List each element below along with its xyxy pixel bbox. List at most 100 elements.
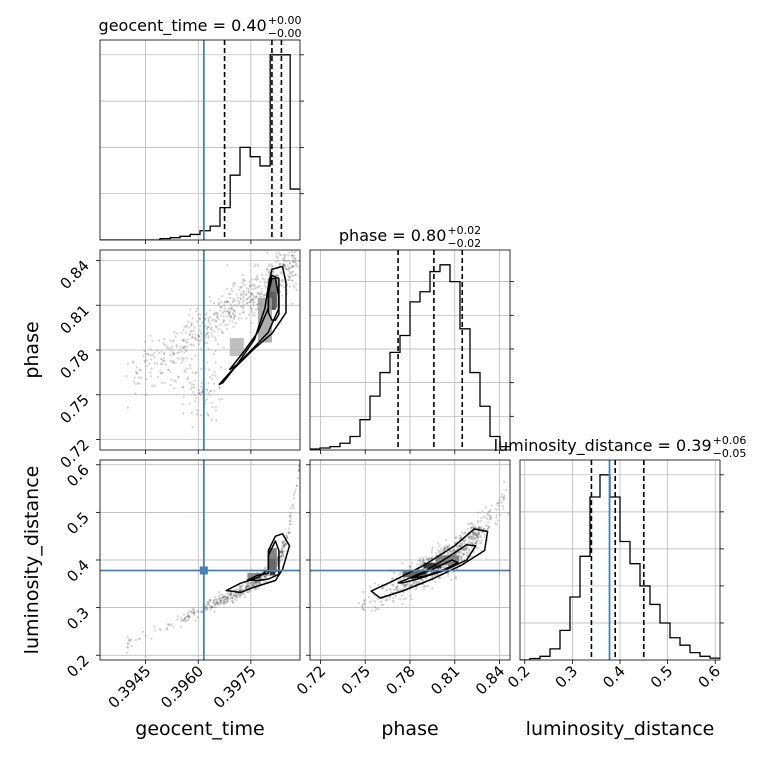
- sample-point: [212, 606, 215, 609]
- sample-point: [377, 608, 380, 611]
- sample-point: [149, 348, 152, 351]
- sample-point: [191, 317, 194, 320]
- sample-point: [210, 418, 213, 422]
- sample-point: [171, 361, 175, 364]
- sample-point: [183, 617, 186, 620]
- y-tick-label: 0.3: [63, 604, 93, 634]
- sample-point: [239, 312, 242, 315]
- sample-point: [223, 307, 227, 310]
- sample-point: [228, 319, 231, 322]
- sample-point: [249, 584, 252, 587]
- sample-point: [362, 609, 365, 612]
- sample-point: [474, 542, 478, 545]
- sample-point: [208, 394, 211, 397]
- sample-point: [223, 595, 226, 598]
- sample-point: [283, 540, 286, 543]
- sample-point: [287, 241, 289, 243]
- sample-point: [183, 345, 186, 348]
- sample-point: [478, 542, 482, 545]
- sample-point: [256, 587, 259, 590]
- sample-point: [409, 585, 412, 588]
- sample-point: [248, 284, 251, 287]
- sample-point: [170, 623, 173, 626]
- sample-point: [173, 387, 176, 390]
- sample-point: [216, 603, 219, 606]
- sample-point: [226, 592, 229, 595]
- sample-point: [250, 310, 253, 314]
- sample-point: [161, 381, 164, 384]
- sample-point: [437, 549, 440, 552]
- sample-point: [276, 256, 279, 259]
- sample-point: [188, 615, 191, 618]
- sample-point: [252, 295, 256, 298]
- sample-point: [181, 385, 184, 388]
- sample-point: [228, 593, 231, 596]
- sample-point: [144, 352, 148, 355]
- sample-point: [224, 323, 227, 327]
- sample-point: [464, 531, 467, 534]
- sample-point: [207, 331, 210, 334]
- sample-point: [235, 599, 238, 602]
- sample-point: [230, 599, 233, 603]
- sample-point: [241, 588, 244, 591]
- sample-point: [480, 549, 483, 552]
- sample-point: [504, 489, 508, 492]
- sample-point: [214, 405, 218, 408]
- sample-point: [137, 376, 141, 379]
- sample-point: [195, 413, 198, 416]
- sample-point: [475, 534, 479, 537]
- sample-point: [235, 595, 239, 598]
- sample-point: [242, 292, 245, 295]
- sample-point: [484, 506, 487, 509]
- sample-point: [191, 371, 194, 374]
- sample-point: [391, 577, 394, 580]
- sample-point: [286, 536, 289, 539]
- sample-point: [193, 614, 196, 617]
- sample-point: [181, 403, 184, 406]
- sample-point: [220, 599, 223, 603]
- sample-point: [255, 295, 258, 298]
- sample-point: [239, 588, 242, 591]
- sample-point: [251, 278, 254, 281]
- sample-point: [126, 406, 129, 409]
- sample-point: [486, 517, 489, 520]
- sample-point: [446, 545, 450, 548]
- sample-point: [296, 477, 300, 480]
- sample-point: [185, 357, 188, 360]
- sample-point: [289, 512, 292, 515]
- title-upper-error: +0.00: [268, 14, 302, 27]
- sample-point: [470, 535, 473, 538]
- sample-point: [459, 536, 462, 539]
- sample-point: [186, 320, 190, 324]
- sample-point: [205, 608, 208, 611]
- sample-point: [260, 287, 263, 290]
- sample-point: [458, 544, 461, 548]
- sample-point: [295, 484, 299, 487]
- sample-point: [183, 339, 186, 342]
- sample-point: [191, 607, 195, 610]
- sample-point: [279, 283, 282, 286]
- sample-point: [216, 603, 220, 606]
- sample-point: [240, 317, 243, 320]
- sample-point: [177, 375, 180, 378]
- sample-point: [463, 548, 467, 551]
- sample-point: [251, 287, 254, 291]
- sample-point: [464, 546, 467, 549]
- sample-point: [222, 598, 225, 602]
- sample-point: [221, 596, 224, 599]
- sample-point: [418, 564, 422, 567]
- sample-point: [417, 581, 420, 584]
- sample-point: [170, 378, 173, 381]
- sample-point: [447, 551, 450, 555]
- sample-point: [390, 578, 394, 581]
- sample-point: [255, 295, 258, 298]
- sample-point: [263, 284, 266, 287]
- sample-point: [242, 307, 245, 310]
- sample-point: [211, 406, 214, 409]
- panel-border: [99, 39, 301, 241]
- sample-point: [188, 364, 192, 367]
- sample-point: [220, 301, 223, 304]
- sample-point: [477, 511, 480, 514]
- sample-point: [238, 302, 241, 305]
- sample-point: [476, 536, 479, 539]
